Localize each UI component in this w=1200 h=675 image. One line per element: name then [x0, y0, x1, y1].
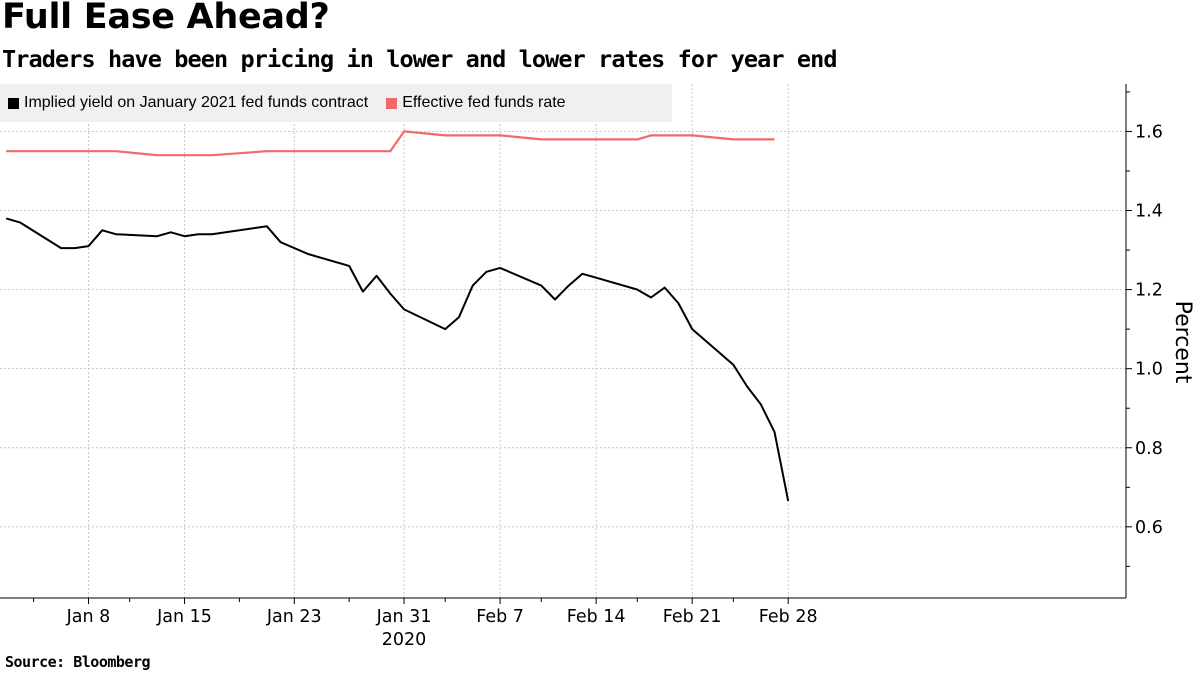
source-note: Source: Bloomberg: [5, 653, 151, 671]
x-tick-label: Feb 7: [476, 607, 524, 627]
x-tick-label: Feb 21: [663, 607, 722, 627]
legend-swatch-effective: [386, 97, 398, 109]
series-lines: [5, 130, 790, 502]
chart-title: Full Ease Ahead?: [2, 0, 330, 37]
axes: [0, 84, 1132, 604]
y-tick-label: 1.4: [1135, 202, 1163, 222]
x-tick-label: Jan 15: [156, 607, 212, 627]
legend-item-implied: Implied yield on January 2021 fed funds …: [8, 94, 368, 112]
legend-swatch-implied: [8, 97, 19, 109]
x-tick-label: Jan 8: [66, 607, 111, 627]
y-tick-label: 1.6: [1135, 122, 1163, 142]
tick-labels: 0.6 0.8 1.0 1.2 1.4 1.6 Jan 8 Jan 15 Jan 23 Jan 3…: [66, 122, 1195, 650]
x-tick-label: Feb 14: [567, 607, 626, 627]
y-axis-title: Percent: [1170, 301, 1195, 384]
y-tick-label: 1.0: [1135, 360, 1163, 380]
gridlines: [0, 84, 1126, 598]
x-tick-label: Feb 28: [759, 607, 818, 627]
legend-label-effective: Effective fed funds rate: [402, 94, 566, 111]
y-tick-label: 1.2: [1135, 281, 1163, 301]
chart-subtitle: Traders have been pricing in lower and l…: [2, 45, 838, 73]
x-tick-label: Jan 31: [376, 607, 432, 627]
x-year-label: 2020: [382, 630, 427, 650]
x-tick-label: Jan 23: [266, 607, 322, 627]
series-line-implied-yield: [5, 217, 790, 502]
series-line-effective-rate: [6, 130, 775, 157]
y-tick-label: 0.8: [1135, 439, 1163, 459]
y-tick-label: 0.6: [1135, 518, 1163, 538]
legend-item-effective: Effective fed funds rate: [386, 94, 566, 112]
legend: Implied yield on January 2021 fed funds …: [0, 84, 672, 122]
legend-label-implied: Implied yield on January 2021 fed funds …: [24, 94, 369, 111]
